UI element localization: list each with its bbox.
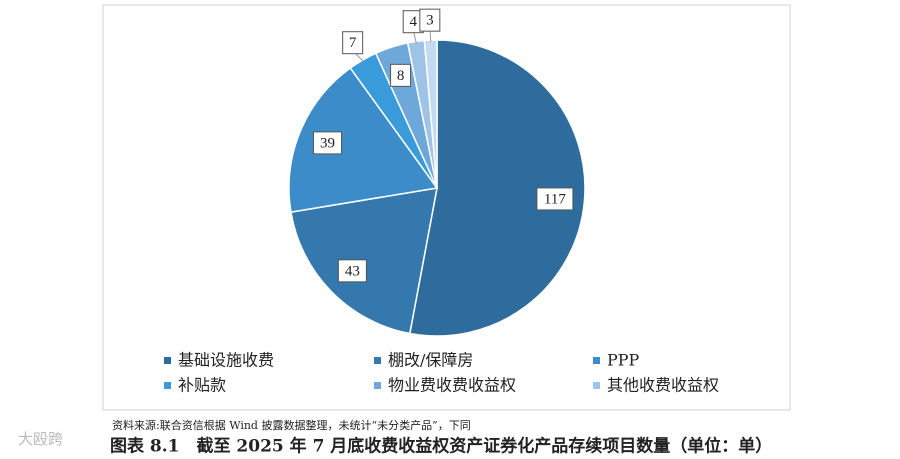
legend-swatch <box>593 357 600 364</box>
legend-label: 棚改/保障房 <box>388 351 473 370</box>
pie-slice <box>288 66 439 213</box>
data-label: 3 <box>426 13 434 29</box>
legend-swatch <box>164 357 171 364</box>
label-box <box>313 131 343 155</box>
data-label: 8 <box>397 68 405 84</box>
legend-swatch <box>164 382 171 389</box>
data-label: 7 <box>349 35 357 51</box>
data-label: 39 <box>320 135 335 151</box>
legend-label: 物业费收费收益权 <box>388 376 516 395</box>
label-box <box>390 63 412 87</box>
legend-label: 补贴款 <box>178 376 226 395</box>
label-box <box>419 8 441 32</box>
label-box <box>536 187 574 211</box>
caption: 图表 8.1 截至 2025 年 7 月底收费收益权资产证券化产品存续项目数量（… <box>110 436 772 457</box>
label-box <box>337 259 367 283</box>
legend-label: 基础设施收费 <box>178 351 274 370</box>
legend-swatch <box>593 382 600 389</box>
source-note: 资料来源:联合资信根据 Wind 披露数据整理，未统计“未分类产品”，下同 <box>112 418 471 432</box>
legend-label: 其他收费收益权 <box>607 376 719 395</box>
pie-slice <box>408 39 586 337</box>
data-label: 43 <box>345 263 360 279</box>
legend-label: PPP <box>607 351 640 370</box>
chart-frame <box>102 4 791 411</box>
data-label: 117 <box>544 191 566 207</box>
legend-swatch <box>374 382 381 389</box>
data-label: 4 <box>409 14 417 30</box>
legend-swatch <box>374 357 381 364</box>
label-box <box>342 31 364 55</box>
watermark: 大殴跨 <box>18 430 63 448</box>
